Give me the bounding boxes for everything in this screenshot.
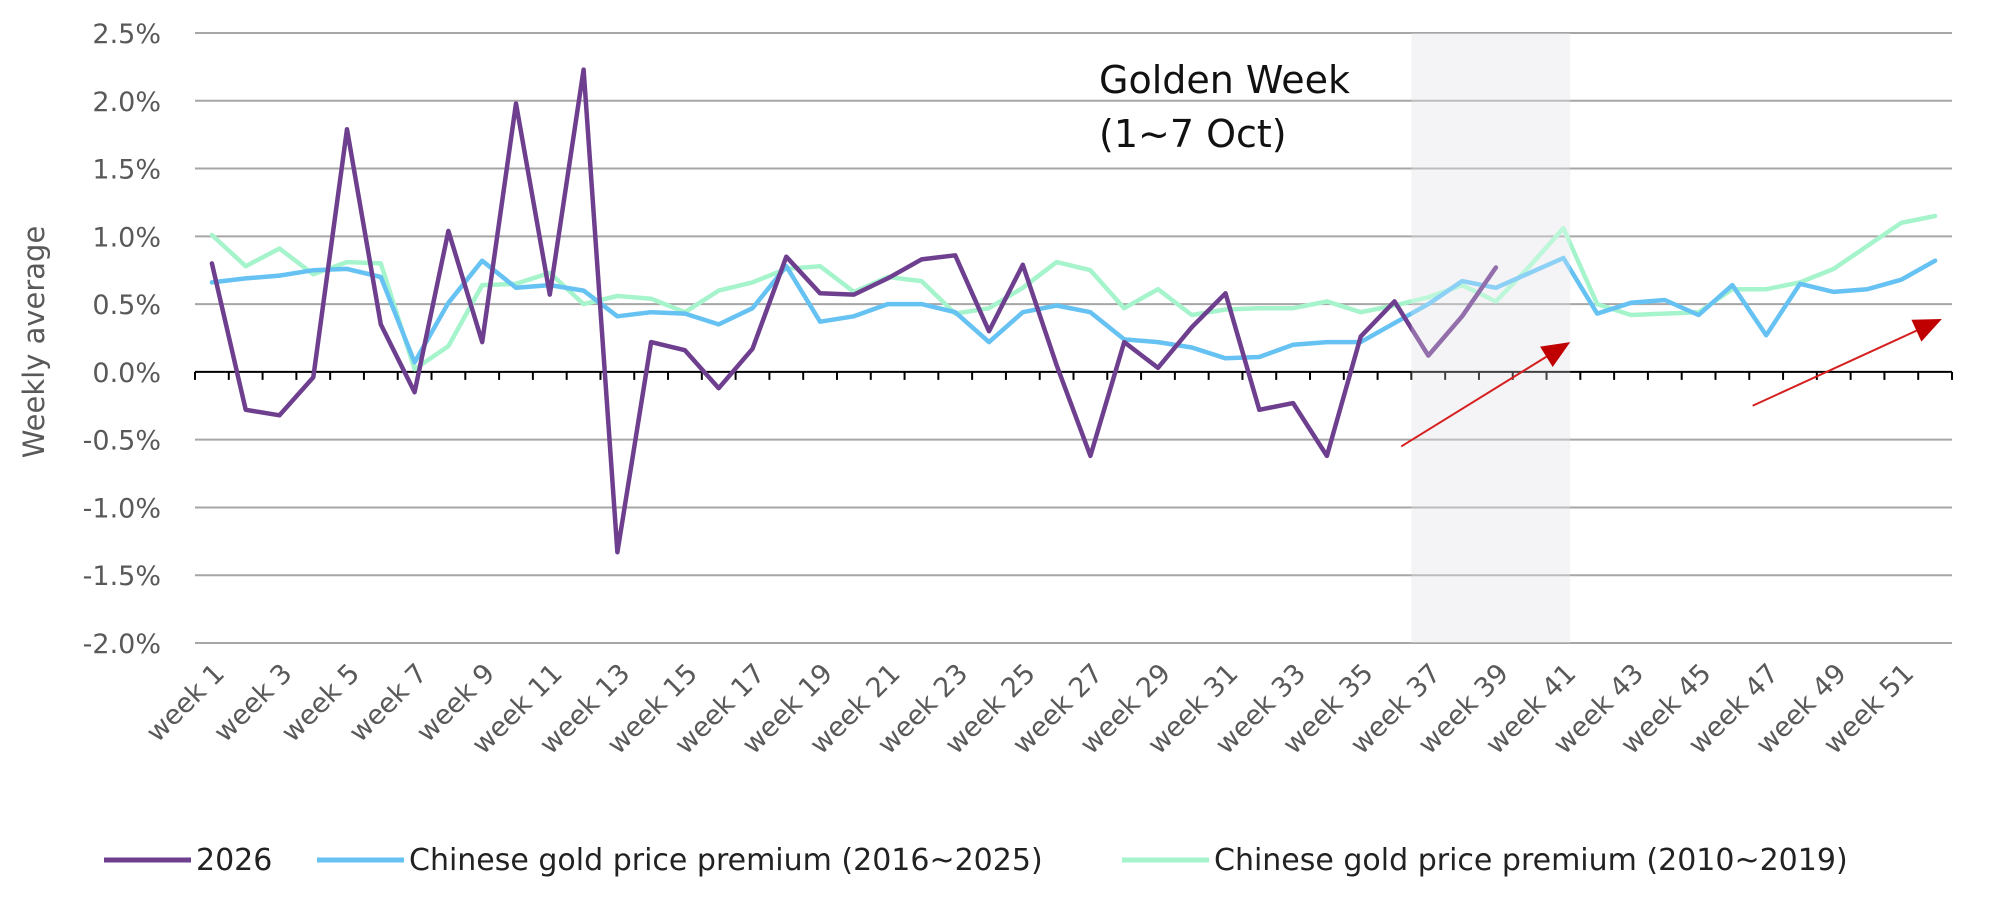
x-axis: [194, 370, 1953, 380]
legend-label-3: Chinese gold price premium (2010~2019): [1214, 843, 1848, 878]
y-tick-label: 0.5%: [92, 290, 161, 321]
series-line-2: [209, 255, 1938, 365]
trend-arrowhead-2: [1911, 319, 1942, 342]
y-tick-label: -0.5%: [83, 426, 161, 457]
y-tick-label: 1.0%: [92, 222, 161, 253]
trend-arrows: [1400, 319, 1942, 448]
annotation-golden-week: Golden Week (1~7 Oct): [1099, 58, 1350, 156]
y-tick-label: -1.0%: [83, 493, 161, 524]
golden-week-band: [1411, 33, 1571, 643]
legend-label-2: Chinese gold price premium (2016~2025): [409, 843, 1043, 878]
y-tick-label: -2.0%: [83, 629, 161, 660]
y-tick-label: 0.0%: [92, 358, 161, 389]
y-tick-label: 2.5%: [92, 19, 161, 50]
trend-arrowhead-1: [1540, 342, 1571, 367]
gridlines: [195, 32, 1952, 644]
annotation-line: (1~7 Oct): [1099, 112, 1287, 156]
y-tick-label: -1.5%: [83, 561, 161, 592]
trend-arrow-shaft-1: [1400, 355, 1547, 448]
y-tick-label: 2.0%: [92, 87, 161, 118]
legend-label-1: 2026: [196, 843, 272, 878]
y-axis-title: Weekly average: [17, 226, 51, 459]
series-line-3: [209, 213, 1938, 372]
annotation-line: Golden Week: [1099, 58, 1350, 102]
y-tick-label: 1.5%: [92, 155, 161, 186]
trend-arrow-shaft-2: [1752, 329, 1917, 407]
series-lines: [209, 33, 1938, 643]
legend: 2026 Chinese gold price premium (2016~202…: [104, 843, 1848, 878]
golden-week-overlay: [1411, 33, 1571, 643]
series-line-1: [209, 67, 1499, 555]
highlight-layer: [1411, 33, 1571, 643]
y-axis-tick-labels: -2.0% -1.5% -1.0% -0.5% 0.0% 0.5% 1.0% 1.5% 2.0%…: [83, 19, 161, 660]
